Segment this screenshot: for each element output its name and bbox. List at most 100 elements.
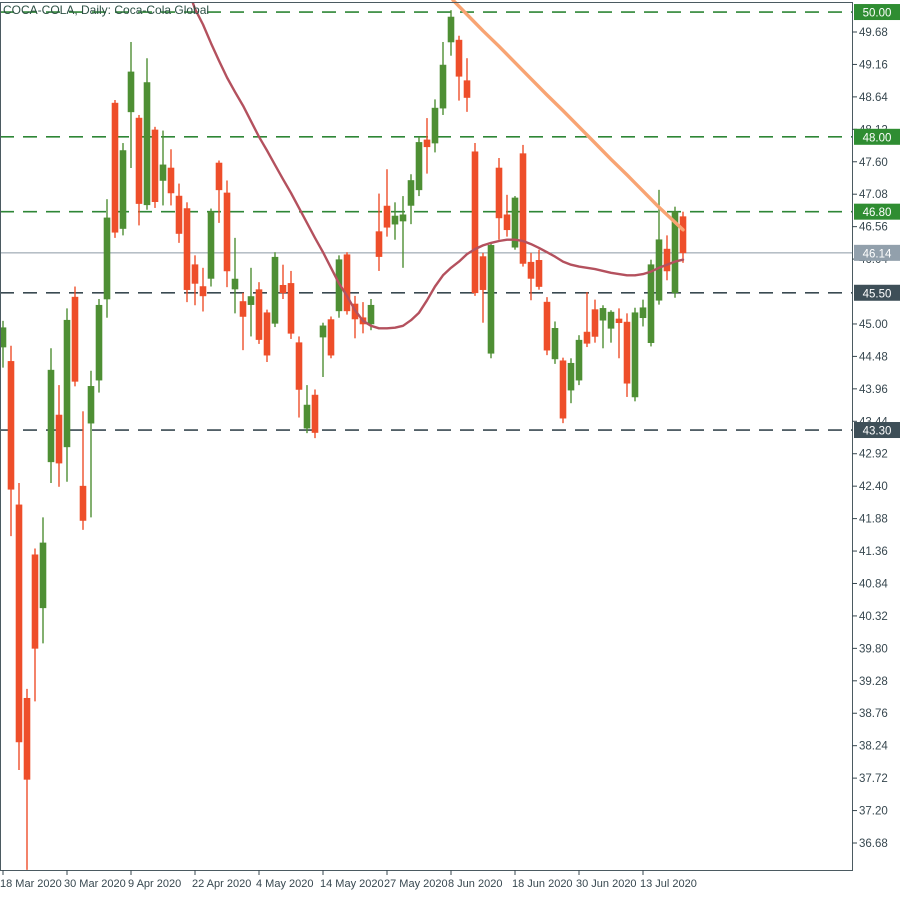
candle bbox=[63, 319, 71, 448]
candle bbox=[135, 117, 143, 204]
date-tick-label: 14 May 2020 bbox=[320, 878, 384, 890]
price-tick-label: 41.88 bbox=[859, 514, 888, 526]
candle bbox=[167, 167, 175, 194]
candle bbox=[367, 304, 375, 325]
date-tick-label: 30 Jun 2020 bbox=[576, 878, 637, 890]
candle bbox=[415, 142, 423, 191]
candle bbox=[111, 102, 119, 233]
price-tick-label: 45.00 bbox=[859, 319, 888, 331]
price-badge-bg bbox=[854, 284, 900, 301]
ma-slow-orange-line bbox=[451, 0, 685, 232]
candles-layer bbox=[0, 10, 687, 870]
candle bbox=[423, 139, 431, 148]
date-tick-label: 4 May 2020 bbox=[256, 878, 313, 890]
price-badge-label: 46.80 bbox=[863, 207, 892, 219]
candle bbox=[431, 107, 439, 144]
candle bbox=[231, 278, 239, 290]
price-tick-label: 38.76 bbox=[859, 708, 888, 720]
candle bbox=[495, 167, 503, 219]
price-badge-label: 50.00 bbox=[863, 8, 892, 20]
candle bbox=[527, 261, 535, 279]
price-badge-label: 43.30 bbox=[863, 426, 892, 438]
price-badge-bg bbox=[854, 244, 900, 261]
date-tick-label: 18 Mar 2020 bbox=[0, 878, 62, 890]
candle bbox=[183, 208, 191, 290]
date-tick-label: 27 May 2020 bbox=[384, 878, 448, 890]
candle bbox=[47, 369, 55, 463]
candle bbox=[79, 485, 87, 521]
candle bbox=[255, 289, 263, 340]
candle bbox=[623, 321, 631, 384]
candle bbox=[119, 150, 127, 229]
candle bbox=[519, 153, 527, 264]
candle bbox=[263, 312, 271, 356]
price-tick-label: 37.72 bbox=[859, 773, 888, 785]
price-badge-45.50: 45.50 bbox=[854, 284, 900, 301]
candle bbox=[327, 319, 335, 356]
price-badge-bg bbox=[854, 4, 900, 21]
candle bbox=[383, 205, 391, 228]
price-badge-bg bbox=[854, 128, 900, 145]
price-tick-label: 44.48 bbox=[859, 351, 888, 363]
candle bbox=[23, 697, 31, 780]
candle bbox=[599, 308, 607, 321]
price-tick-label: 36.68 bbox=[859, 838, 888, 850]
candle bbox=[319, 325, 327, 338]
price-badge-bg bbox=[854, 422, 900, 439]
date-tick-label: 13 Jul 2020 bbox=[640, 878, 697, 890]
date-tick-label: 22 Apr 2020 bbox=[192, 878, 251, 890]
candle bbox=[583, 331, 591, 344]
price-tick-label: 38.24 bbox=[859, 741, 888, 753]
candle bbox=[287, 283, 295, 334]
candle bbox=[39, 542, 47, 609]
candle bbox=[407, 180, 415, 206]
candle bbox=[503, 214, 511, 231]
price-badge-48.00: 48.00 bbox=[854, 128, 900, 145]
candle bbox=[15, 504, 23, 743]
candle bbox=[279, 284, 287, 294]
candle bbox=[567, 362, 575, 391]
candle bbox=[215, 162, 223, 191]
candle bbox=[391, 215, 399, 225]
candle bbox=[591, 309, 599, 337]
candle bbox=[439, 64, 447, 109]
price-tick-label: 39.28 bbox=[859, 676, 888, 688]
candle bbox=[127, 71, 135, 113]
price-tick-label: 42.40 bbox=[859, 481, 888, 493]
candle bbox=[639, 307, 647, 319]
candle bbox=[455, 39, 463, 77]
candle bbox=[7, 361, 15, 490]
price-badge-label: 48.00 bbox=[863, 132, 892, 144]
candle bbox=[207, 211, 215, 279]
price-tick-label: 49.16 bbox=[859, 59, 888, 71]
candle bbox=[671, 211, 679, 294]
price-tick-label: 47.60 bbox=[859, 157, 888, 169]
price-tick-label: 47.08 bbox=[859, 189, 888, 201]
candle bbox=[191, 264, 199, 284]
candle bbox=[247, 296, 255, 305]
candle bbox=[511, 197, 519, 248]
candle bbox=[559, 360, 567, 419]
candle bbox=[631, 312, 639, 398]
candle bbox=[151, 129, 159, 202]
time-axis: 18 Mar 2020 30 Mar 2020 9 Apr 2020 22 Apr 2… bbox=[0, 870, 697, 890]
candle bbox=[271, 256, 279, 324]
candle bbox=[143, 82, 151, 206]
candle bbox=[375, 231, 383, 257]
date-tick-label: 9 Apr 2020 bbox=[128, 878, 181, 890]
price-badge-46.80: 46.80 bbox=[854, 203, 900, 220]
candle bbox=[663, 248, 671, 272]
candle bbox=[679, 216, 687, 254]
candle bbox=[71, 296, 79, 382]
candle bbox=[199, 286, 207, 297]
price-badge-43.30: 43.30 bbox=[854, 422, 900, 439]
candle bbox=[31, 554, 39, 649]
price-tick-label: 39.80 bbox=[859, 643, 888, 655]
price-badge-label: 45.50 bbox=[863, 288, 892, 300]
price-tick-label: 46.56 bbox=[859, 222, 888, 234]
price-axis: 49.6849.1648.6448.1247.6047.0846.5646.04… bbox=[852, 4, 900, 850]
ma-fast-red-line bbox=[191, 2, 685, 330]
candle bbox=[543, 301, 551, 351]
